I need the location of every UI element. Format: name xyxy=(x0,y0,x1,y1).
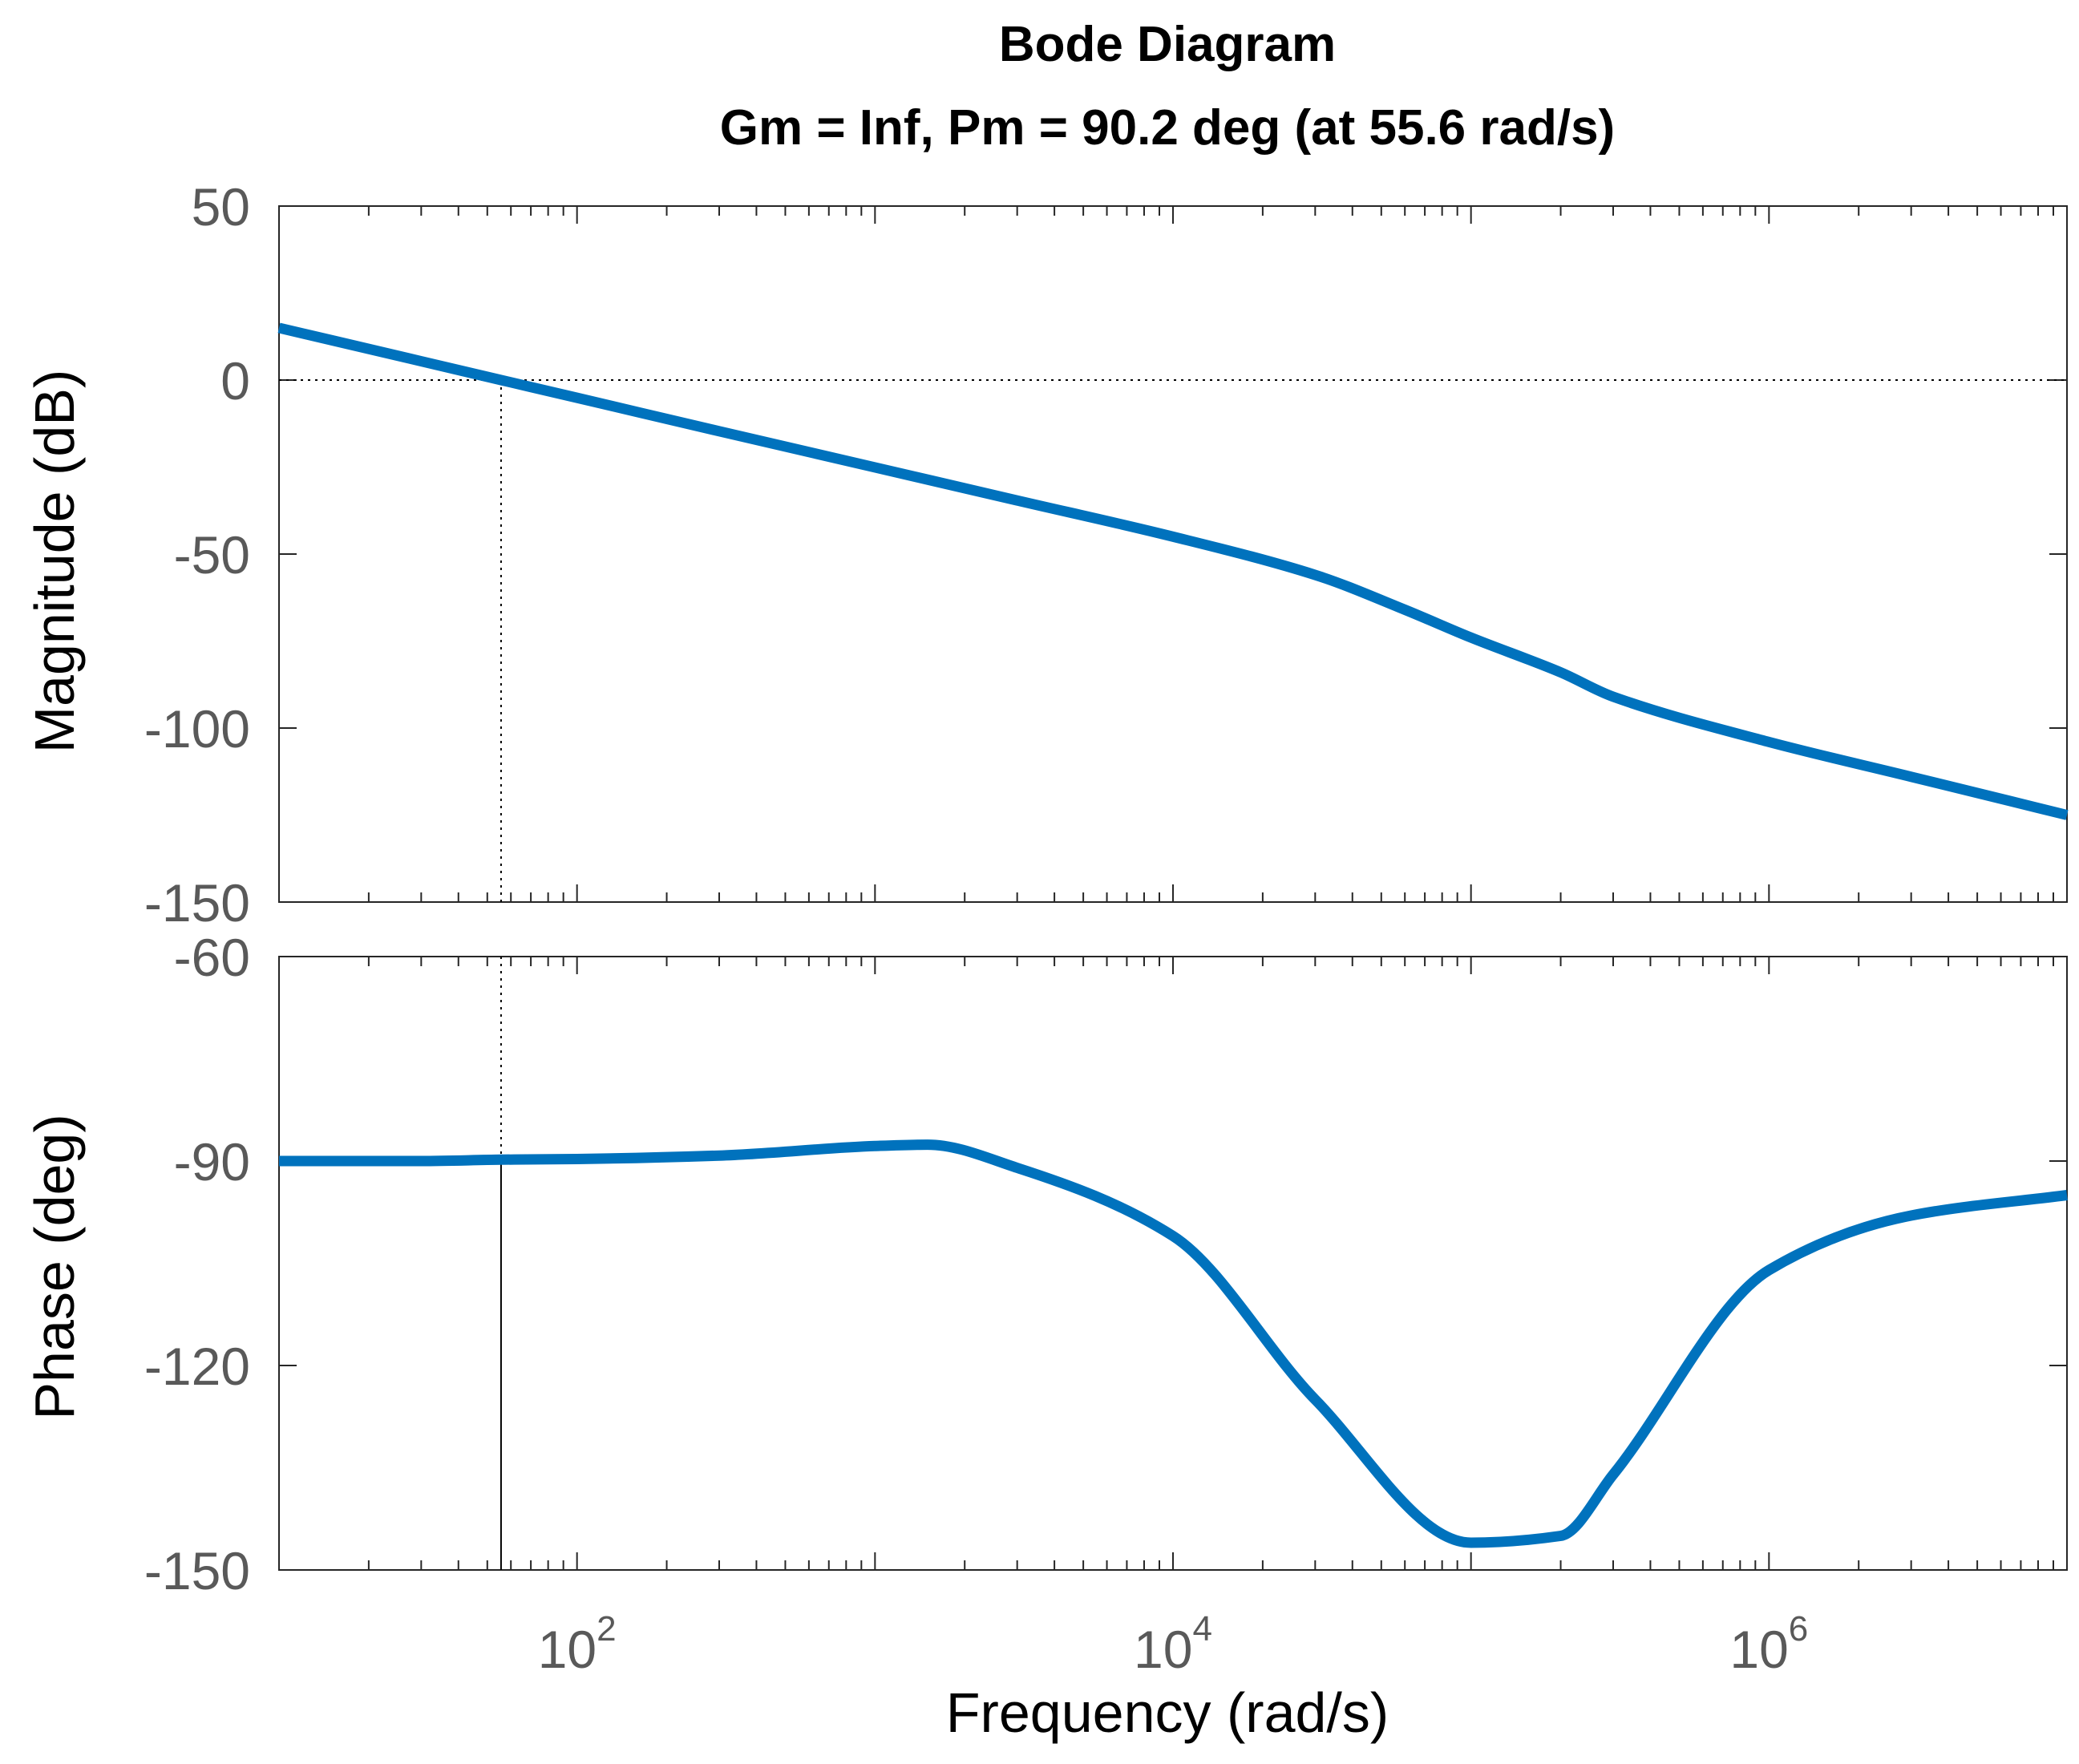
magnitude-axes-box xyxy=(278,205,2068,903)
magnitude-y-tick-label: -50 xyxy=(174,525,250,585)
phase-y-tick-label: -90 xyxy=(174,1132,250,1192)
magnitude-y-tick-label: -100 xyxy=(144,699,250,759)
phase-y-tick-label: -120 xyxy=(144,1337,250,1396)
x-tick-label: 104 xyxy=(1134,1609,1212,1679)
x-tick-labels: 102 104 106 xyxy=(538,1609,1809,1679)
phase-y-tick-label: -150 xyxy=(144,1541,250,1600)
magnitude-series-line xyxy=(277,322,2069,820)
phase-series-line xyxy=(278,1139,2068,1548)
chart-title: Bode Diagram xyxy=(999,17,1336,72)
magnitude-y-axis-label: Magnitude (dB) xyxy=(23,370,86,754)
x-tick-label: 106 xyxy=(1729,1609,1808,1679)
phase-panel: -60 -90 -120 -150 xyxy=(144,928,2068,1600)
magnitude-panel: 50 0 -50 -100 -150 xyxy=(144,177,2069,933)
magnitude-y-tick-label: 0 xyxy=(220,351,250,411)
phase-y-axis-label: Phase (deg) xyxy=(23,1114,86,1419)
x-tick-label: 102 xyxy=(538,1609,617,1679)
magnitude-y-tick-label: 50 xyxy=(192,177,250,237)
phase-y-tick-label: -60 xyxy=(174,928,250,987)
magnitude-y-tick-label: -150 xyxy=(144,873,250,933)
phase-axes-box xyxy=(278,956,2068,1571)
chart-subtitle: Gm = Inf, Pm = 90.2 deg (at 55.6 rad/s) xyxy=(720,100,1615,156)
x-axis-label: Frequency (rad/s) xyxy=(946,1681,1389,1744)
